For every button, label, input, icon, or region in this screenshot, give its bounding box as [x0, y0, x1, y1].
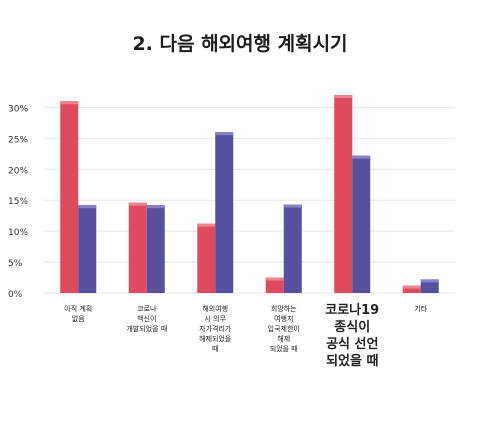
bar: [197, 223, 216, 293]
chart-title: 2. 다음 해외여행 계획시기: [132, 33, 347, 55]
bar-top-highlight: [197, 223, 216, 227]
x-category-label: 백신이: [137, 314, 156, 323]
bar: [215, 132, 234, 293]
x-category-label: 자가격리가: [199, 324, 232, 333]
x-category-label: 아직 계획: [64, 304, 92, 313]
bar-top-highlight: [402, 285, 421, 289]
x-category-label: 되었을 때: [326, 353, 378, 369]
x-category-label: 되었을 때: [270, 344, 298, 353]
bars: [60, 95, 439, 293]
bar-top-highlight: [265, 277, 284, 281]
bar-top-highlight: [215, 132, 234, 136]
bar: [78, 205, 97, 293]
bar: [420, 279, 439, 293]
bar: [60, 101, 79, 293]
bar-top-highlight: [334, 95, 353, 98]
x-category-label: 종식이: [334, 319, 370, 335]
x-category-label: 기타: [414, 304, 427, 313]
y-tick-label: 30%: [8, 104, 28, 114]
x-category-label: 해제되었을: [199, 334, 232, 343]
bar-top-highlight: [60, 101, 79, 105]
bar-top-highlight: [283, 204, 302, 208]
x-category-label: 때: [212, 344, 218, 353]
y-tick-label: 15%: [8, 197, 28, 207]
bar: [128, 202, 147, 293]
y-axis-ticks: 0% 5% 10% 15% 20% 25% 30%: [8, 104, 28, 300]
x-category-label: 해제: [277, 334, 290, 343]
x-category-label: 코로나19: [325, 302, 379, 318]
x-category-label: 희망하는: [271, 304, 297, 313]
y-tick-label: 20%: [8, 166, 28, 176]
x-category-label: 코로나: [137, 304, 157, 313]
bar-top-highlight: [146, 205, 165, 209]
x-category-label: 개발되었을 때: [126, 324, 167, 333]
x-category-label: 입국제한이: [268, 324, 300, 333]
gridlines: [44, 106, 455, 294]
bar: [265, 277, 284, 293]
y-tick-label: 25%: [8, 135, 28, 145]
y-tick-label: 5%: [8, 259, 23, 269]
bar-top-highlight: [128, 202, 147, 206]
x-category-label: 시 의무: [204, 314, 226, 323]
x-category-label: 해외여행: [202, 304, 228, 313]
x-category-label: 공식 선언: [326, 336, 378, 352]
bar-top-highlight: [78, 205, 97, 209]
y-tick-label: 10%: [8, 228, 28, 238]
x-category-label: 없음: [72, 315, 85, 323]
x-category-label: 여행지: [274, 314, 293, 323]
bar: [334, 95, 353, 293]
bar: [146, 205, 165, 293]
bar-top-highlight: [420, 279, 439, 283]
bar: [352, 155, 371, 293]
bar-top-highlight: [352, 155, 371, 159]
bar: [402, 285, 421, 293]
bar: [283, 204, 302, 293]
y-tick-label: 0%: [8, 290, 23, 300]
